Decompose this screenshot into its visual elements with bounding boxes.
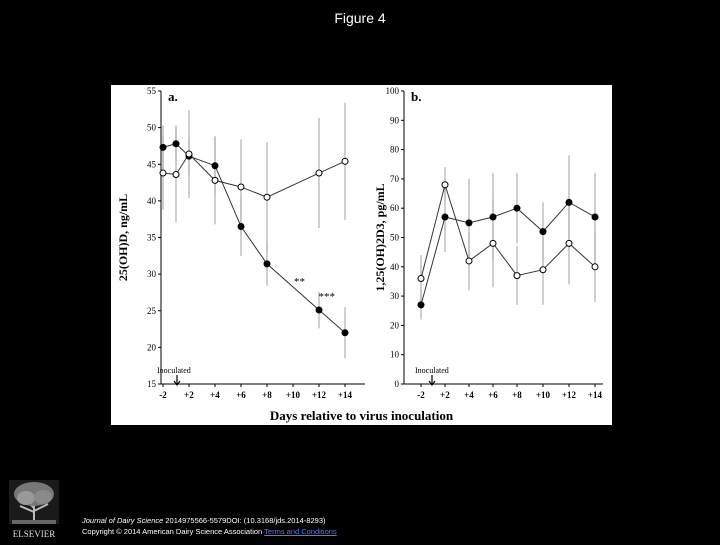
- elsevier-logo[interactable]: ELSEVIER: [6, 478, 62, 540]
- panel-a-y-tick-label: 25: [147, 306, 157, 316]
- panel-b-y-tick-label: 10: [390, 350, 400, 360]
- panel-a-x-tick-label: +8: [262, 390, 272, 400]
- panel-a-y-tick-label: 40: [147, 196, 157, 206]
- panel-a-inoculated-arrowhead: [173, 380, 181, 386]
- citation: Journal of Dairy Science 2014975566-5579…: [82, 515, 337, 537]
- citation-line-2: Copyright © 2014 American Dairy Science …: [82, 526, 337, 537]
- panel-b-data-point-open: [441, 181, 449, 189]
- panel-a-data-point-open: [263, 193, 271, 201]
- panel-b-data-point-open: [565, 239, 573, 247]
- panel-a-data-point-filled: [263, 260, 271, 268]
- figure-panel: 15 20 25 30 35 40 45 50 55 -2 +2 +4 +6 +8 +10 +12 +14 25(…: [111, 85, 612, 425]
- panel-a-data-point-open: [211, 176, 219, 184]
- panel-b-y-tick-label: 40: [390, 262, 400, 272]
- panel-a-data-point-open: [237, 183, 245, 191]
- panel-a-series-open-line: [162, 153, 346, 198]
- x-axis-label: Days relative to virus inoculation: [269, 408, 454, 423]
- panel-b-label: b.: [411, 89, 421, 104]
- panel-b-y-tick-label: 60: [390, 203, 400, 213]
- panel-b-series-filled-line: [420, 201, 596, 306]
- citation-line-1: Journal of Dairy Science 2014975566-5579…: [82, 515, 337, 526]
- panel-a-y-tick-label: 35: [147, 233, 157, 243]
- panel-b-x-tick-label: +2: [440, 390, 450, 400]
- panel-a-y-tick-label: 20: [147, 342, 157, 352]
- panel-a-x-tick-label: -2: [159, 390, 167, 400]
- panel-a-y-tick-label: 50: [147, 123, 157, 133]
- elsevier-wordmark: ELSEVIER: [13, 529, 56, 539]
- panel-a-x-tick-label: +6: [236, 390, 246, 400]
- panel-a-data-point-open: [315, 169, 323, 177]
- panel-a-chart: 15 20 25 30 35 40 45 50 55 -2 +2 +4 +6 +8 +10 +12 +14 25(…: [116, 86, 365, 400]
- figure-chart-svg: 15 20 25 30 35 40 45 50 55 -2 +2 +4 +6 +8 +10 +12 +14 25(…: [116, 86, 603, 400]
- panel-b-data-point-filled: [417, 301, 425, 309]
- panel-b-y-tick-label: 70: [390, 174, 400, 184]
- page-title: Figure 4: [334, 10, 386, 26]
- panel-a-data-point-open: [159, 169, 167, 177]
- panel-a-x-tick-label: +12: [312, 390, 327, 400]
- panel-b-x-tick-label: +6: [488, 390, 498, 400]
- elsevier-tree-icon: ELSEVIER: [9, 480, 59, 539]
- panel-b-inoculated-label: Inoculated: [415, 366, 449, 375]
- panel-a-data-point-filled: [159, 143, 167, 151]
- panel-b-data-point-filled: [513, 204, 521, 212]
- panel-a-data-point-open: [172, 171, 180, 179]
- panel-a-data-point-filled: [211, 162, 219, 170]
- panel-b-x-tick-label: +4: [464, 390, 474, 400]
- panel-a-y-tick-label: 55: [147, 86, 157, 96]
- panel-a-data-point-filled: [315, 306, 323, 314]
- panel-b-y-axis-label: 1,25(OH)2D3, pg/mL: [373, 183, 387, 291]
- panel-b-series-open-line: [420, 182, 596, 279]
- panel-b-x-tick-label: -2: [417, 390, 425, 400]
- panel-b-data-point-filled: [591, 213, 599, 221]
- panel-b-data-point-open: [591, 263, 599, 271]
- panel-a-x-tick-label: +2: [184, 390, 194, 400]
- copyright-text: Copyright © 2014 American Dairy Science …: [82, 527, 263, 536]
- panel-a-y-tick-label: 45: [147, 159, 157, 169]
- citation-reference: 2014975566-5579DOI: (10.3168/jds.2014-82…: [163, 516, 326, 525]
- panel-b-x-tick-label: +12: [562, 390, 577, 400]
- panel-a-significance-marker: ***: [319, 291, 336, 303]
- panel-a-y-tick-label: 15: [147, 379, 157, 389]
- panel-a-inoculated-label: Inoculated: [157, 366, 191, 375]
- panel-a-data-point-filled: [341, 329, 349, 337]
- panel-b-y-tick-label: 0: [395, 379, 400, 389]
- panel-a-data-point-filled: [172, 140, 180, 148]
- panel-b-y-tick-label: 100: [386, 86, 400, 96]
- panel-b-data-point-filled: [441, 213, 449, 221]
- panel-a-data-point-open: [185, 150, 193, 158]
- panel-b-data-point-open: [513, 272, 521, 280]
- panel-a-x-tick-label: +4: [210, 390, 220, 400]
- panel-a-significance-marker: **: [294, 276, 305, 288]
- panel-b-data-point-filled: [465, 219, 473, 227]
- panel-b-chart: 0 10 20 30 40 50 60 70 80 90 100 -2 +2 +4 +6 +8 +10 +12 +1…: [373, 86, 603, 400]
- panel-a-y-axis-label: 25(OH)D, ng/mL: [116, 194, 130, 281]
- panel-a-data-point-filled: [237, 223, 245, 231]
- panel-b-x-tick-label: +14: [588, 390, 603, 400]
- panel-b-x-tick-label: +8: [512, 390, 522, 400]
- panel-b-data-point-open: [417, 275, 425, 283]
- panel-b-y-tick-label: 30: [390, 291, 400, 301]
- panel-a-y-tick-label: 30: [147, 269, 157, 279]
- panel-a-label: a.: [168, 89, 178, 104]
- panel-b-data-point-filled: [539, 228, 547, 236]
- panel-b-inoculated-arrowhead: [428, 380, 436, 386]
- panel-a-x-tick-label: +14: [338, 390, 353, 400]
- panel-b-x-tick-label: +10: [536, 390, 551, 400]
- panel-b-data-point-open: [539, 266, 547, 274]
- panel-b-y-tick-label: 20: [390, 320, 400, 330]
- panel-b-y-tick-label: 50: [390, 233, 400, 243]
- panel-b-data-point-filled: [489, 213, 497, 221]
- panel-b-data-point-filled: [565, 198, 573, 206]
- panel-b-data-point-open: [465, 257, 473, 265]
- terms-link[interactable]: Terms and Conditions: [264, 527, 337, 536]
- panel-a-x-tick-label: +10: [286, 390, 301, 400]
- panel-b-data-point-open: [489, 239, 497, 247]
- journal-name: Journal of Dairy Science: [82, 516, 164, 525]
- panel-b-y-tick-label: 90: [390, 115, 400, 125]
- panel-a-data-point-open: [341, 157, 349, 165]
- panel-b-y-tick-label: 80: [390, 145, 400, 155]
